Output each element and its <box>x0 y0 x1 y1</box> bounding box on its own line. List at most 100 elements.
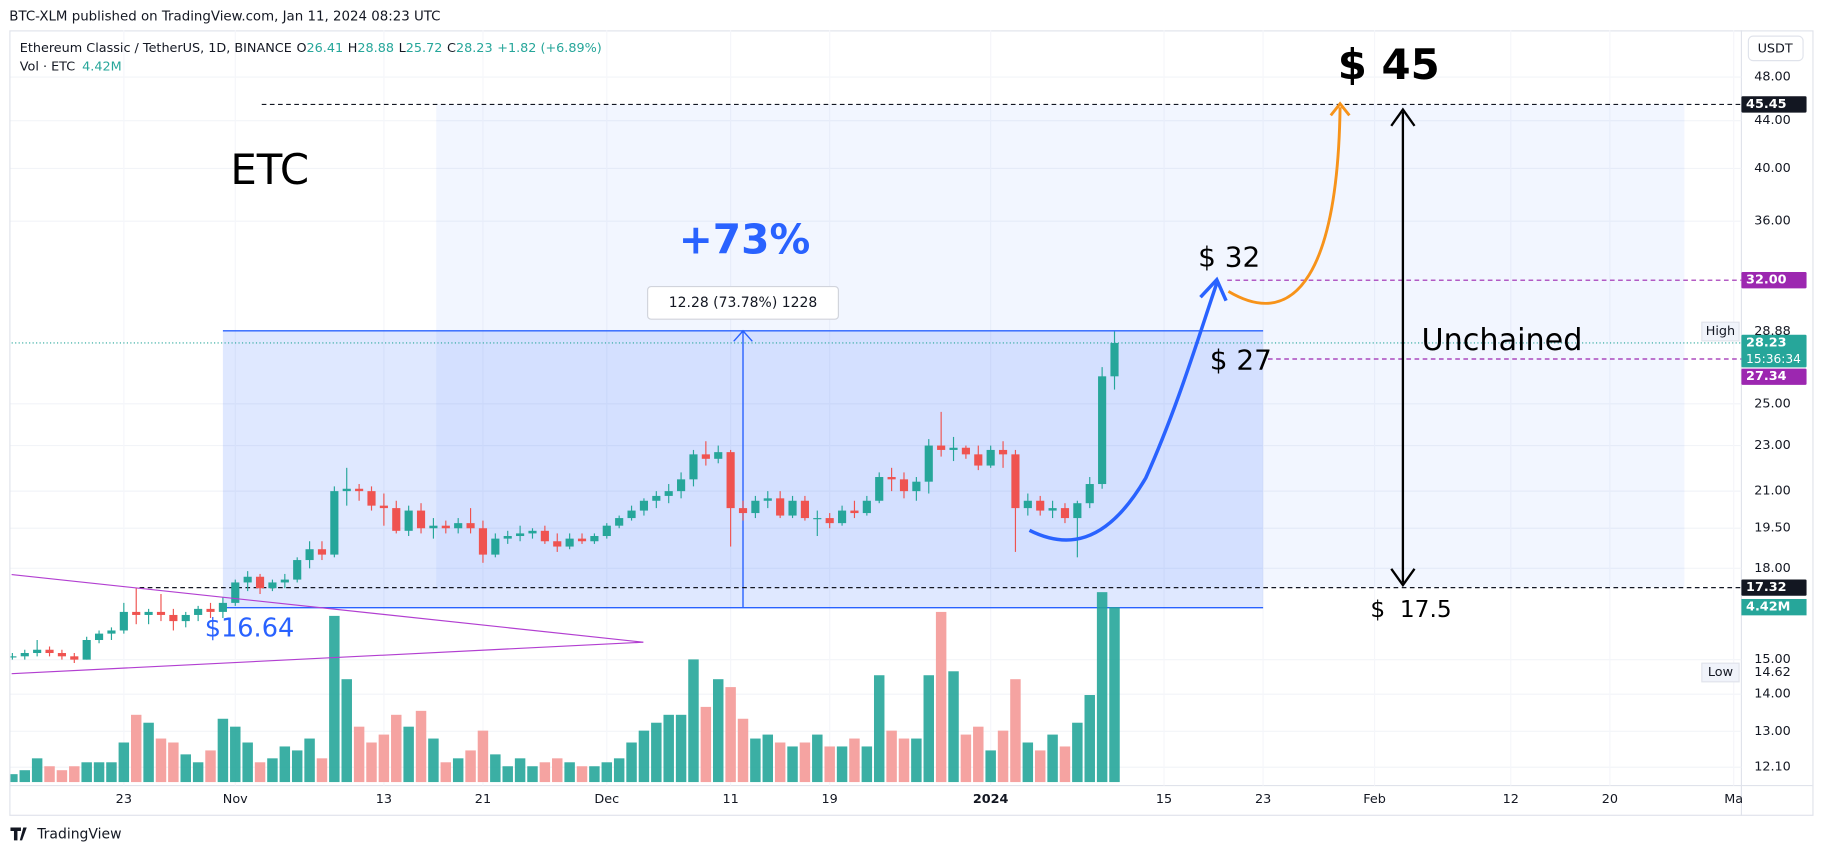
volume-bar <box>1059 746 1071 783</box>
volume-bar <box>774 742 786 783</box>
published-note: BTC-XLM published on TradingView.com, Ja… <box>9 9 440 24</box>
volume-bar <box>812 734 823 783</box>
unchained-label: Unchained <box>1422 323 1583 358</box>
support-label: $ 17.5 <box>1370 596 1451 623</box>
logo-icon <box>10 827 27 841</box>
volume-bar <box>155 738 167 783</box>
x-tick-label: 15 <box>1156 792 1172 807</box>
candle-body <box>974 454 983 466</box>
volume-bar <box>688 659 699 783</box>
volume-bar <box>973 726 984 783</box>
volume-bar <box>205 750 216 783</box>
candle-body <box>924 445 933 482</box>
price-badge-label: 27.34 <box>1746 369 1787 384</box>
candle-body <box>156 611 166 615</box>
legend-line: Ethereum Classic / TetherUS, 1D, BINANCE… <box>20 40 602 55</box>
start-price-label: $16.64 <box>205 613 295 643</box>
volume-bar <box>10 774 18 783</box>
candle-body <box>664 491 673 496</box>
candle-body <box>899 479 909 492</box>
candle-body <box>255 576 265 589</box>
logo-text: TradingView <box>36 827 121 843</box>
volume-bar <box>403 726 414 783</box>
candle-body <box>144 611 153 615</box>
volume-bar <box>168 742 179 783</box>
volume-bar <box>1096 592 1108 783</box>
volume-bar <box>713 679 724 783</box>
y-tick-label: 23.00 <box>1754 438 1791 453</box>
y-tick-label: 36.00 <box>1754 214 1791 229</box>
volume-bar <box>329 615 340 783</box>
candle-body <box>194 608 203 615</box>
volume-bar <box>824 746 835 783</box>
candle-body <box>1023 500 1032 509</box>
candle-body <box>800 500 809 519</box>
candle-body <box>1011 454 1020 509</box>
y-tick-label: 40.00 <box>1754 161 1791 176</box>
volume-bar <box>391 714 402 783</box>
volume-bar <box>378 734 390 783</box>
candle-body <box>503 536 512 539</box>
blue-curve <box>1028 282 1219 542</box>
level-27-label: $ 27 <box>1210 343 1272 376</box>
candle-body <box>169 614 178 622</box>
candle-body <box>57 653 66 657</box>
candle-body <box>528 530 537 534</box>
volume-bar <box>19 770 31 783</box>
close-key: C <box>447 40 456 55</box>
price-badge-label: 32.00 <box>1746 273 1787 288</box>
currency-label: USDT <box>1758 41 1793 56</box>
volume-bar <box>1034 750 1046 783</box>
volume-bar <box>675 714 687 783</box>
volume-badge-label: 4.42M <box>1746 600 1790 615</box>
volume-bar <box>935 611 947 783</box>
x-tick-label: 20 <box>1602 792 1618 807</box>
drawings: ETC +73% $16.64 $ 32 $ 27 $ 45 Unchained… <box>11 40 1583 675</box>
volume-legend: Vol · ETC 4.42M <box>20 59 122 74</box>
candle-body <box>466 523 475 529</box>
candle-body <box>763 498 772 501</box>
volume-bar <box>923 675 934 783</box>
volume-bar <box>663 714 674 783</box>
candle-body <box>429 525 438 529</box>
candle-body <box>615 518 624 526</box>
volume-bar <box>1072 722 1083 783</box>
etc-label: ETC <box>230 145 309 194</box>
candle-body <box>553 541 562 547</box>
volume-bar <box>948 671 959 783</box>
candle-body <box>652 495 661 501</box>
candle-body <box>317 549 327 555</box>
volume-bar <box>254 762 266 783</box>
candle-body <box>738 508 748 514</box>
volume-bar <box>836 746 848 783</box>
volume-bar <box>353 726 365 783</box>
volume-bar <box>985 750 996 783</box>
countdown: 15:36:34 <box>1746 352 1801 366</box>
volume-bar <box>589 766 600 783</box>
volume-bar <box>279 746 291 783</box>
price-badge <box>1741 96 1807 113</box>
currency-button[interactable] <box>1747 35 1804 62</box>
volume-bar <box>564 762 575 783</box>
x-tick-label: 21 <box>475 792 491 807</box>
candle-body <box>10 656 17 658</box>
open-key: O <box>296 40 306 55</box>
candle-body <box>639 500 649 511</box>
x-tick-label: 12 <box>1503 792 1519 807</box>
volume-value: 4.42M <box>82 59 122 74</box>
volume-bar <box>514 758 526 783</box>
volume-bar <box>452 758 464 783</box>
volume-bar <box>44 766 55 783</box>
volume-bar <box>725 687 736 783</box>
y-tick-label: 25.00 <box>1754 396 1791 411</box>
volume-bar <box>997 730 1009 783</box>
volume-bar <box>93 762 105 783</box>
volume-bar <box>626 742 637 783</box>
background-layer <box>10 30 1742 786</box>
candle-body <box>20 653 29 657</box>
volume-bar <box>304 738 315 783</box>
candle-body <box>478 528 488 555</box>
axis-layer: 48.00 44.00 40.00 36.00 25.00 23.00 21.00 19.50… <box>116 70 1807 807</box>
candle-body <box>404 510 413 531</box>
